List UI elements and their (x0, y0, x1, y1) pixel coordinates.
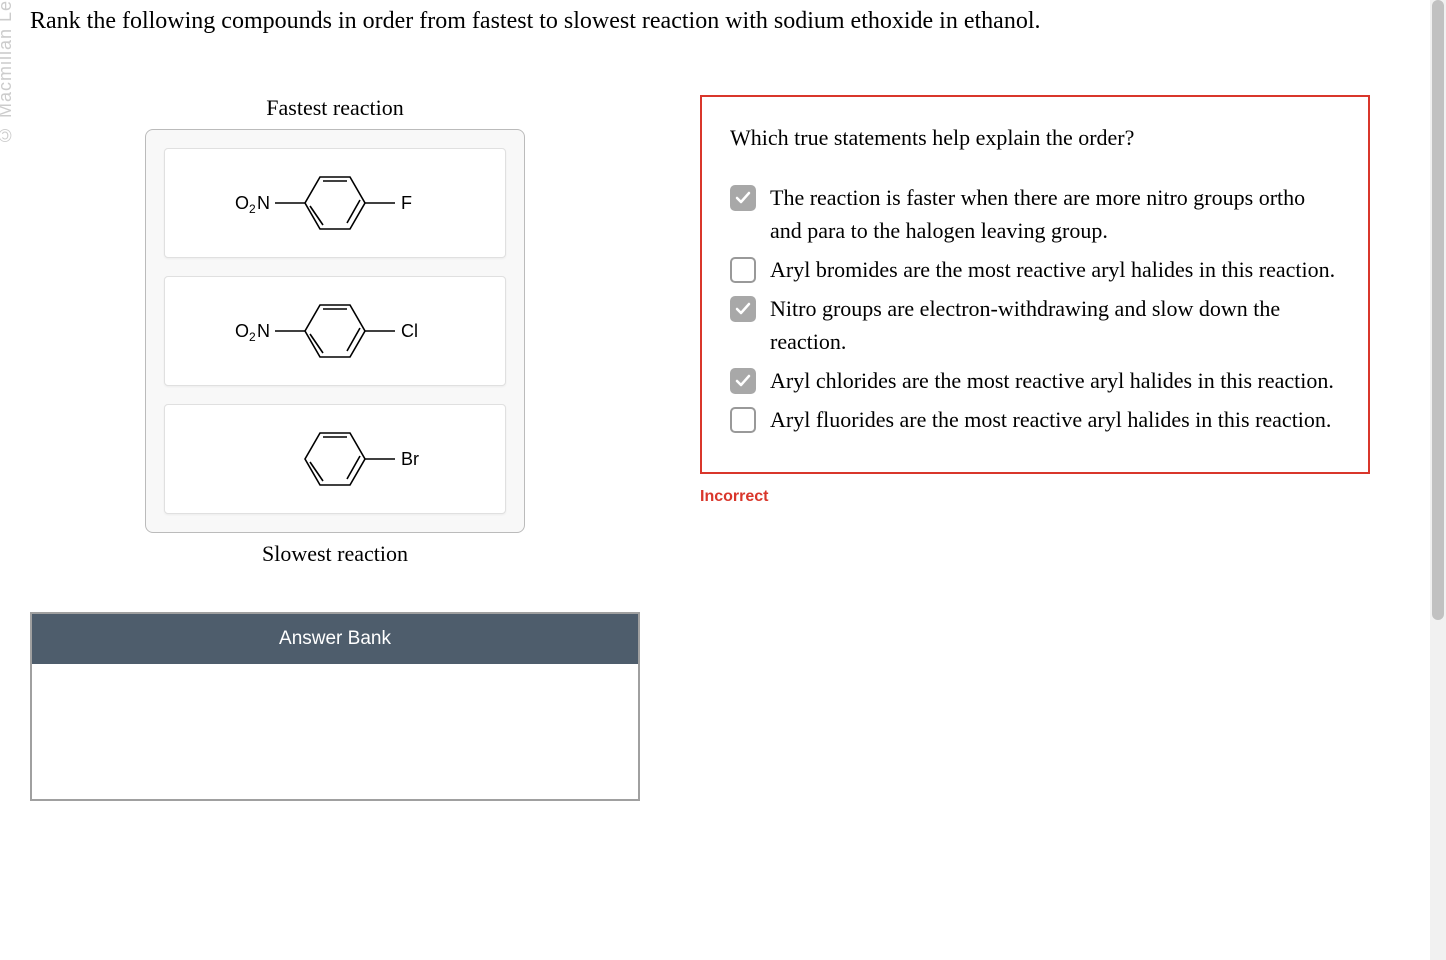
vertical-scrollbar[interactable] (1430, 0, 1446, 960)
option-row-4: Aryl fluorides are the most reactive ary… (730, 403, 1340, 436)
checkbox-0[interactable] (730, 185, 756, 211)
answer-bank: Answer Bank (30, 612, 640, 801)
option-text-1: Aryl bromides are the most reactive aryl… (770, 253, 1340, 286)
svg-text:Cl: Cl (401, 321, 418, 341)
option-text-0: The reaction is faster when there are mo… (770, 181, 1340, 247)
feedback-text: Incorrect (700, 488, 1370, 506)
checkbox-2[interactable] (730, 296, 756, 322)
svg-text:O: O (235, 321, 249, 341)
option-text-3: Aryl chlorides are the most reactive ary… (770, 364, 1340, 397)
answer-bank-header: Answer Bank (32, 614, 638, 664)
option-row-2: Nitro groups are electron-withdrawing an… (730, 292, 1340, 358)
watermark-text: © Macmillan Le (0, 0, 16, 145)
scroll-thumb[interactable] (1432, 0, 1444, 620)
explanation-box: Which true statements help explain the o… (700, 95, 1370, 474)
svg-text:F: F (401, 193, 412, 213)
svg-text:2: 2 (249, 330, 256, 344)
ranking-dropzone[interactable]: O 2 N F (145, 129, 525, 533)
compound-slot-1[interactable]: O 2 N F (164, 148, 506, 258)
molecule-1: O 2 N F (205, 163, 465, 243)
molecule-3: Br (205, 419, 465, 499)
molecule-2: O 2 N Cl (205, 291, 465, 371)
compound-slot-3[interactable]: Br (164, 404, 506, 514)
checkbox-1[interactable] (730, 257, 756, 283)
explanation-title: Which true statements help explain the o… (730, 125, 1340, 151)
answer-bank-body[interactable] (32, 664, 638, 799)
option-row-1: Aryl bromides are the most reactive aryl… (730, 253, 1340, 286)
main-container: Rank the following compounds in order fr… (0, 0, 1446, 801)
slowest-label: Slowest reaction (30, 541, 640, 567)
svg-text:2: 2 (249, 202, 256, 216)
option-row-3: Aryl chlorides are the most reactive ary… (730, 364, 1340, 397)
option-text-4: Aryl fluorides are the most reactive ary… (770, 403, 1340, 436)
question-text: Rank the following compounds in order fr… (30, 8, 1416, 35)
checkbox-3[interactable] (730, 368, 756, 394)
explanation-column: Which true statements help explain the o… (700, 95, 1370, 801)
compound-slot-2[interactable]: O 2 N Cl (164, 276, 506, 386)
svg-text:N: N (257, 193, 270, 213)
svg-text:N: N (257, 321, 270, 341)
ranking-column: Fastest reaction (30, 95, 640, 801)
option-row-0: The reaction is faster when there are mo… (730, 181, 1340, 247)
svg-text:Br: Br (401, 449, 419, 469)
content-row: Fastest reaction (30, 95, 1416, 801)
option-text-2: Nitro groups are electron-withdrawing an… (770, 292, 1340, 358)
options-list: The reaction is faster when there are mo… (730, 181, 1340, 436)
checkbox-4[interactable] (730, 407, 756, 433)
fastest-label: Fastest reaction (30, 95, 640, 121)
svg-text:O: O (235, 193, 249, 213)
